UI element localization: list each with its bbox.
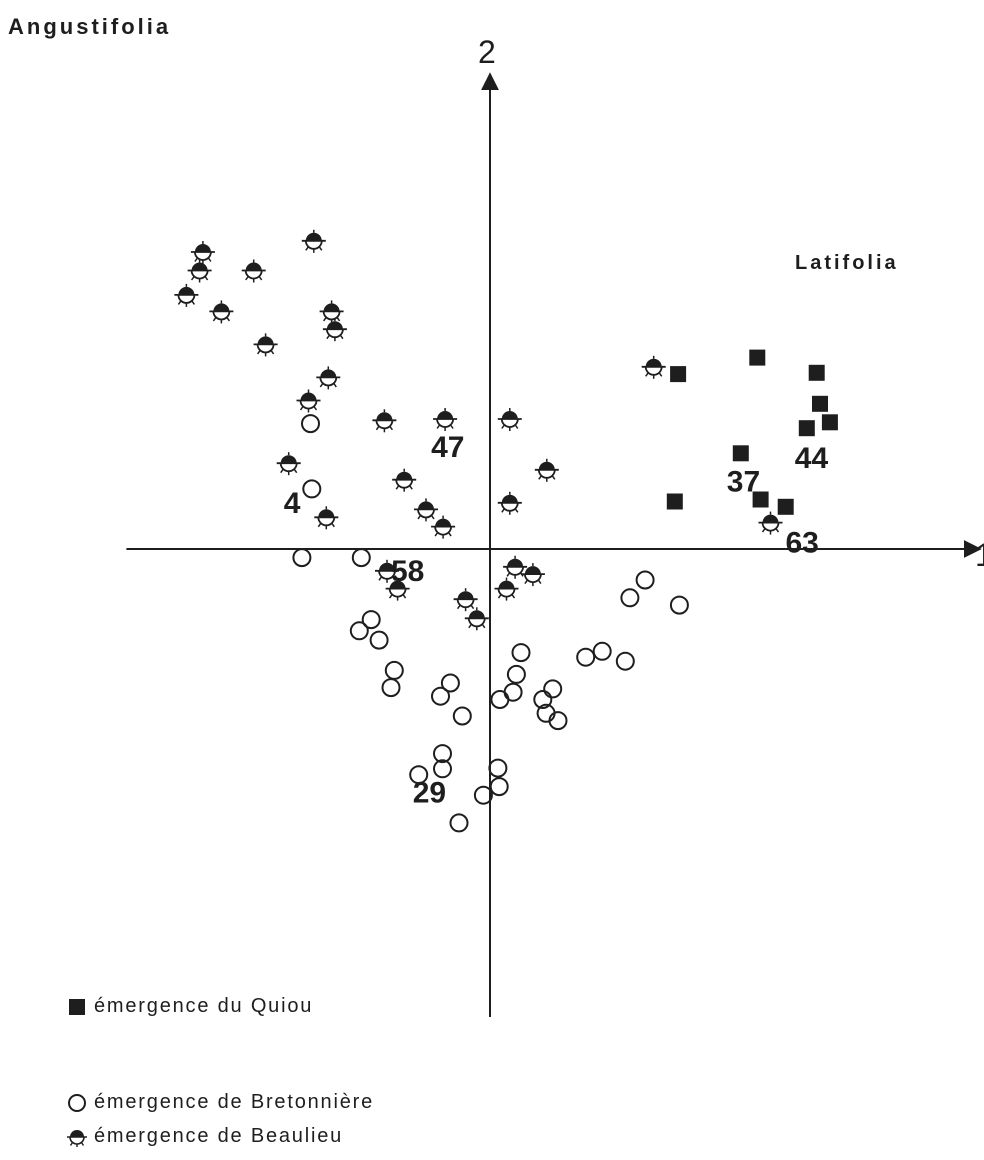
half-filled-sun-point <box>503 555 528 579</box>
half-filled-sun-point <box>758 511 783 535</box>
half-filled-sun-point <box>464 607 489 631</box>
filled-square-point <box>749 349 766 366</box>
point-label: 37 <box>727 465 760 498</box>
open-circle-point <box>433 744 452 764</box>
open-circle-point <box>349 621 369 641</box>
open-circle-point <box>489 777 509 797</box>
filled-square-point <box>821 414 838 431</box>
half-filled-sun-icon <box>67 1129 87 1147</box>
open-circle-point <box>511 643 531 663</box>
half-filled-sun-point <box>316 366 341 390</box>
legend-item-bretonniere: émergence de Bretonnière <box>66 1091 374 1114</box>
half-filled-sun-point <box>322 318 347 342</box>
open-circle-point <box>384 660 404 680</box>
open-circle-point <box>452 706 472 726</box>
open-circle-point <box>431 686 450 706</box>
half-filled-sun-point <box>392 468 417 492</box>
point-label: 47 <box>431 431 464 464</box>
filled-square-point <box>808 364 825 381</box>
legend-label-beaulieu: émergence de Beaulieu <box>94 1125 344 1147</box>
legend-label-bretonniere: émergence de Bretonnière <box>94 1091 375 1113</box>
half-filled-sun-point <box>301 229 326 253</box>
open-circle-point <box>351 548 371 568</box>
x-axis-label: 1 <box>975 537 984 573</box>
legend-item-quiou: émergence du Quiou <box>66 995 313 1018</box>
open-circle-point <box>635 570 655 590</box>
point-label: 44 <box>795 442 829 475</box>
axes: 12 <box>126 34 984 1017</box>
filled-square-point <box>812 395 828 412</box>
filled-square-point <box>777 498 794 515</box>
half-filled-sun-point <box>520 563 545 587</box>
half-filled-sun-point <box>385 577 410 601</box>
open-circle-point <box>369 630 389 650</box>
y-axis-label: 2 <box>478 34 496 70</box>
half-filled-sun-point <box>641 355 666 379</box>
open-circle-point <box>592 641 612 661</box>
half-filled-sun-point <box>187 259 212 283</box>
open-circle-point <box>302 479 322 499</box>
half-filled-sun-point <box>433 408 458 431</box>
open-circle-point <box>548 711 568 731</box>
open-circle-point <box>533 690 553 709</box>
point-labels: 47 4 58 37 44 63 29 <box>284 431 829 810</box>
half-filled-sun-point <box>431 515 456 539</box>
open-circle-point <box>449 813 469 833</box>
half-filled-sun-point <box>453 588 478 612</box>
open-circle-point <box>503 682 523 702</box>
legend-item-beaulieu: émergence de Beaulieu <box>66 1125 343 1148</box>
point-label: 58 <box>391 555 424 588</box>
open-circle-icon <box>68 1093 86 1112</box>
open-circle-point <box>473 785 493 805</box>
point-label: 29 <box>413 777 446 810</box>
open-circle-point <box>615 651 635 671</box>
half-filled-sun-point <box>372 409 397 433</box>
point-label: 4 <box>284 487 301 520</box>
open-circle-point <box>543 679 563 699</box>
open-circle-point <box>488 758 508 778</box>
open-circle-point <box>361 610 381 630</box>
angustifolia-label: Angustifolia <box>8 14 171 39</box>
open-circle-point <box>490 690 510 709</box>
half-filled-sun-point <box>497 408 522 431</box>
half-filled-sun-point <box>314 506 339 530</box>
filled-square-point <box>752 491 769 508</box>
half-filled-sun-point <box>253 333 278 357</box>
data-points <box>174 229 838 833</box>
half-filled-sun-point <box>534 458 559 482</box>
open-circle-point <box>669 595 689 615</box>
point-label: 63 <box>786 527 819 560</box>
open-circle-point <box>409 765 429 785</box>
filled-square-icon <box>69 998 85 1015</box>
open-circle-point <box>620 588 640 608</box>
filled-square-point <box>732 445 749 462</box>
half-filled-sun-point <box>190 241 215 264</box>
half-filled-sun-point <box>241 259 266 283</box>
half-filled-sun-point <box>494 577 519 601</box>
legend-label-quiou: émergence du Quiou <box>94 995 314 1017</box>
open-circle-point <box>292 548 312 568</box>
open-circle-point <box>440 673 460 693</box>
half-filled-sun-point <box>296 389 321 413</box>
half-filled-sun-point <box>414 498 438 522</box>
latifolia-label: Latifolia <box>795 252 899 274</box>
open-circle-point <box>576 647 596 667</box>
open-circle-point <box>506 664 526 684</box>
open-circle-point <box>433 759 452 779</box>
half-filled-sun-point <box>375 559 399 583</box>
half-filled-sun-point <box>276 452 301 476</box>
half-filled-sun-point <box>497 491 522 515</box>
open-circle-point <box>301 414 320 434</box>
half-filled-sun-point <box>209 300 234 324</box>
half-filled-sun-point <box>174 283 199 307</box>
filled-square-point <box>798 420 815 437</box>
half-filled-sun-point <box>319 300 344 324</box>
open-circle-point <box>381 678 401 698</box>
filled-square-point <box>666 493 683 510</box>
filled-square-point <box>670 366 687 383</box>
